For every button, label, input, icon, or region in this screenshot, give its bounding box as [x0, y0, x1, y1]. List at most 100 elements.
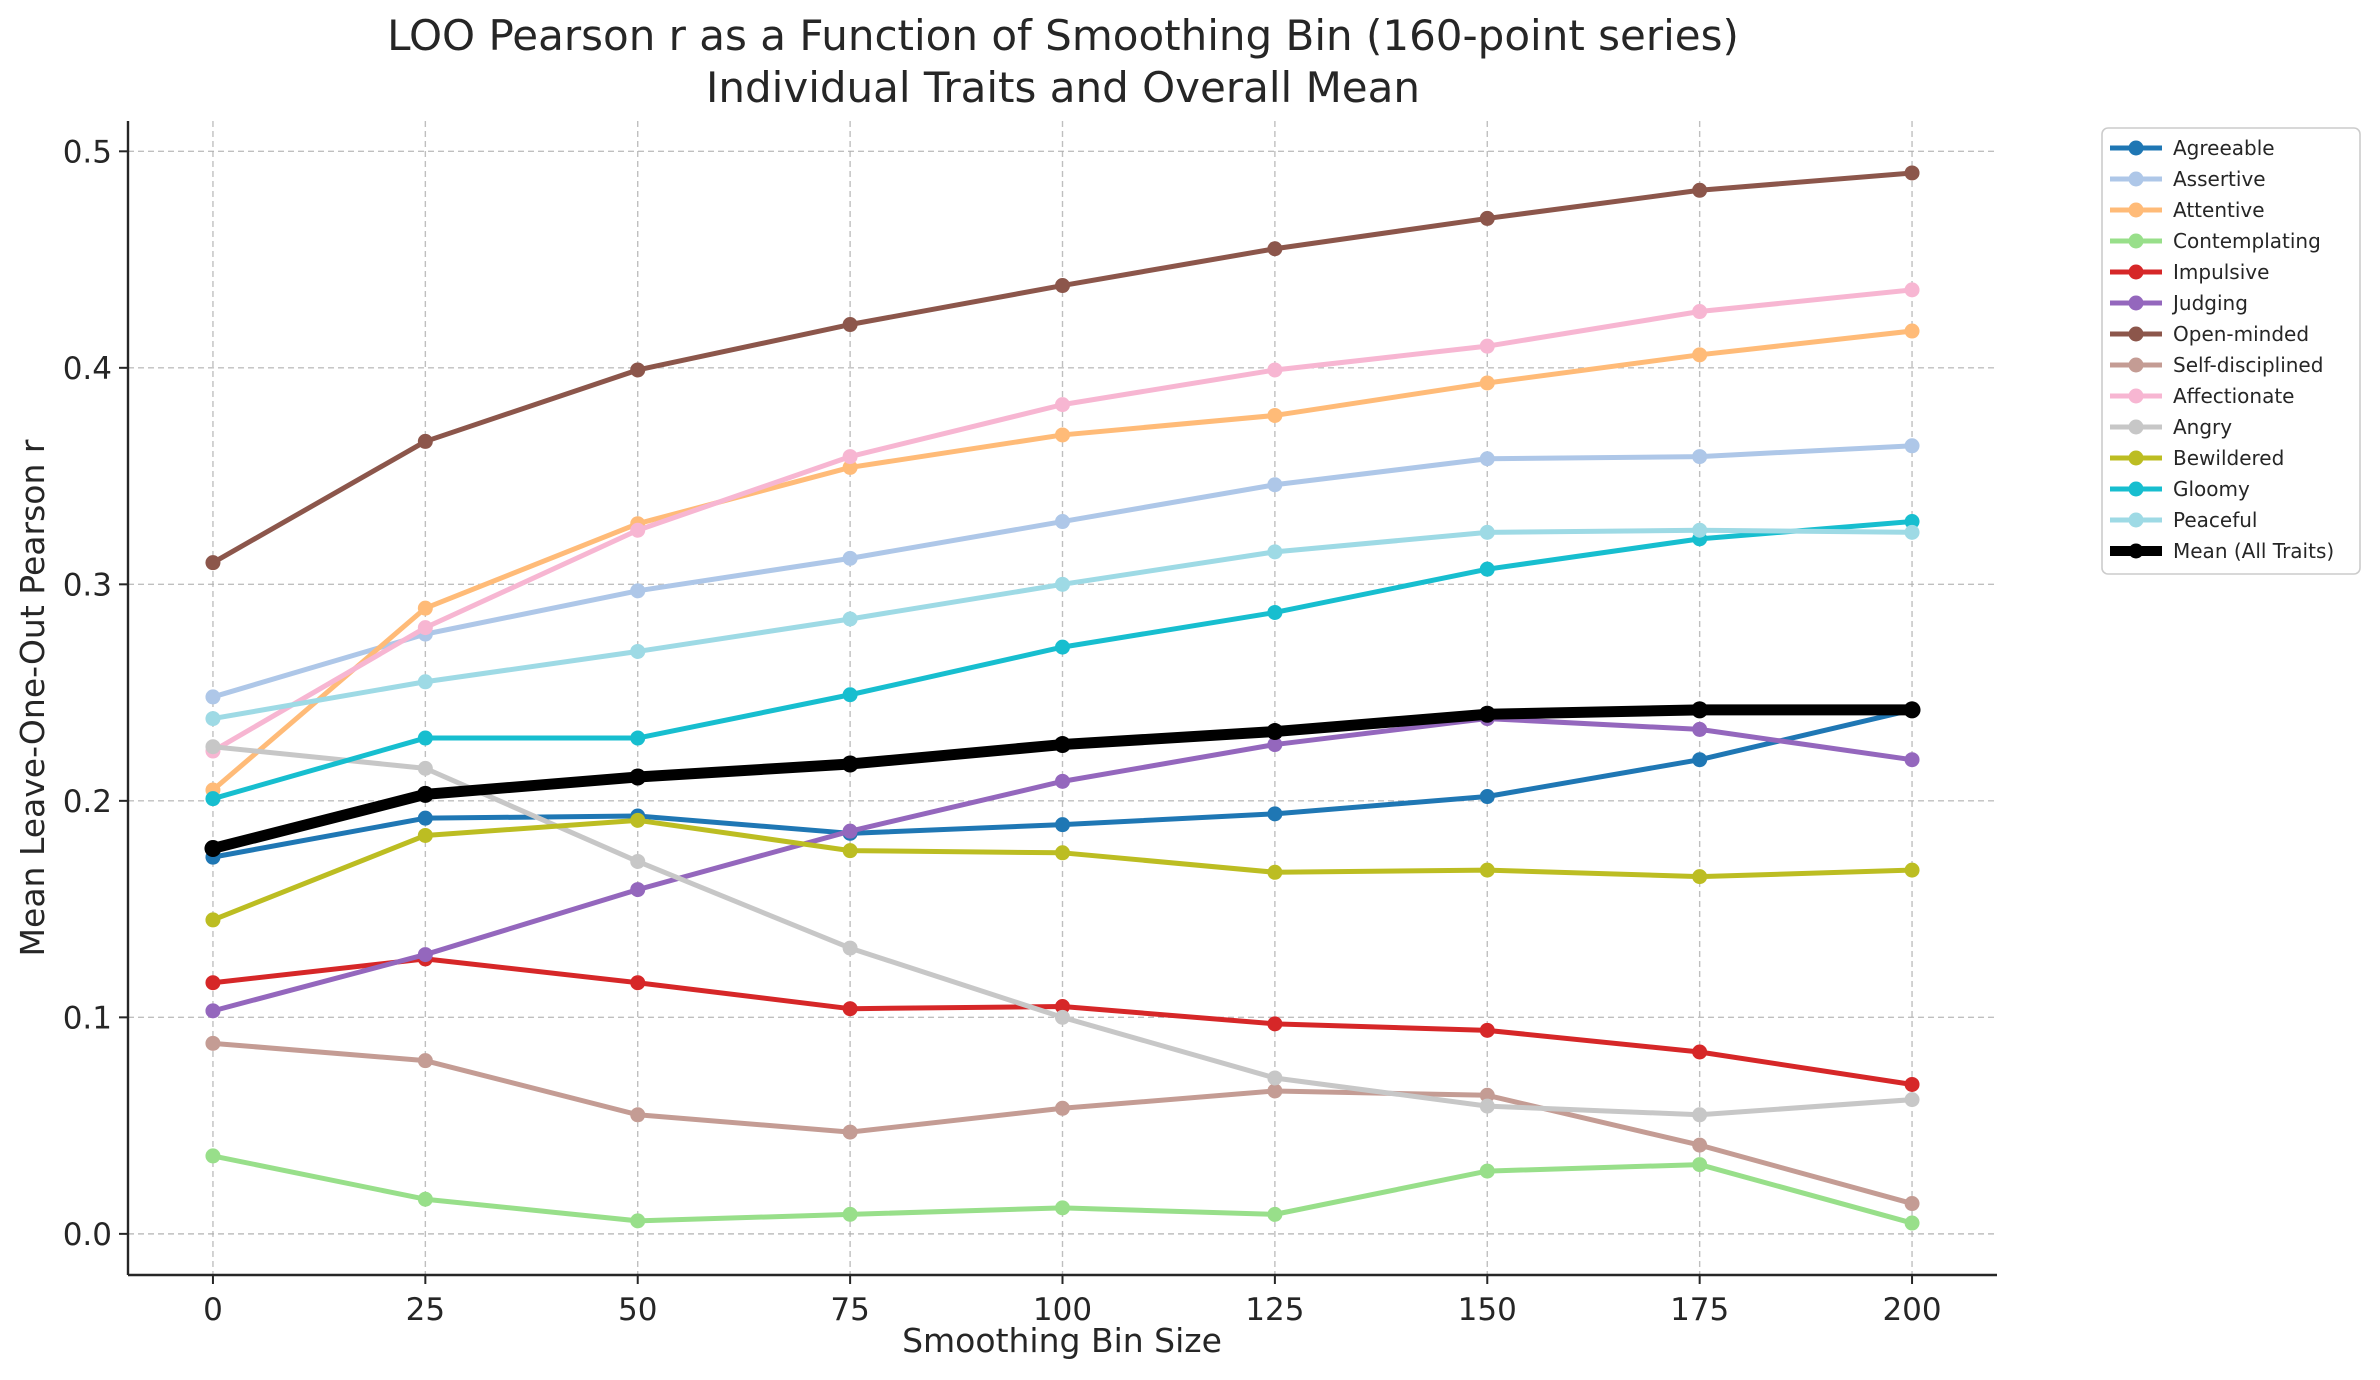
x-tick-label: 75: [830, 1292, 869, 1328]
data-point: [1692, 721, 1708, 737]
data-point: [630, 730, 646, 746]
legend-item: Open-minded: [2110, 322, 2309, 346]
data-point: [842, 843, 858, 859]
data-point: [1904, 524, 1920, 540]
x-tick-label: 200: [1882, 1292, 1941, 1328]
data-point: [1478, 705, 1496, 723]
data-point: [417, 1191, 433, 1207]
data-point: [1055, 397, 1070, 413]
data-point: [630, 1213, 646, 1229]
y-ticks: 0.0 0.1 0.2 0.3 0.4 0.5: [63, 134, 128, 1253]
data-point: [1904, 1092, 1920, 1108]
data-point: [842, 550, 858, 566]
data-point: [205, 975, 221, 991]
data-point: [1055, 999, 1070, 1015]
series-self-disciplined: [205, 1035, 1920, 1212]
legend-item: Attentive: [2110, 198, 2265, 222]
x-tick-label: 25: [406, 1292, 445, 1328]
data-point: [1479, 1087, 1495, 1103]
data-point: [1904, 862, 1920, 878]
data-point: [1904, 1215, 1920, 1231]
data-point: [1479, 524, 1495, 540]
series-judging: [205, 711, 1920, 1019]
data-point: [1055, 576, 1070, 592]
legend-item: Contemplating: [2110, 229, 2321, 253]
legend-marker: [2128, 171, 2144, 187]
data-point: [417, 600, 433, 616]
legend-marker: [2128, 512, 2144, 528]
data-point: [630, 812, 646, 828]
data-point: [1692, 752, 1708, 768]
data-point: [205, 912, 221, 928]
data-point: [417, 433, 433, 449]
data-point: [1055, 639, 1070, 655]
data-point: [205, 711, 221, 727]
data-point: [1692, 182, 1708, 198]
data-point: [1479, 1022, 1495, 1038]
data-point: [1692, 1137, 1708, 1153]
legend-item: Assertive: [2110, 167, 2266, 191]
data-point: [1692, 1107, 1708, 1123]
legend-item: Judging: [2110, 291, 2248, 315]
x-tick-label: 50: [618, 1292, 657, 1328]
data-point: [205, 555, 221, 571]
legend-frame: [2101, 127, 2361, 575]
y-tick-label: 0.1: [63, 1000, 112, 1036]
chart-subtitle: Individual Traits and Overall Mean: [706, 63, 1420, 112]
data-point: [630, 583, 646, 599]
legend-marker: [2128, 140, 2144, 156]
y-tick-label: 0.0: [63, 1217, 112, 1253]
data-point: [1055, 1100, 1070, 1116]
data-point: [842, 940, 858, 956]
series-contemplating: [205, 1148, 1920, 1231]
data-point: [1692, 347, 1708, 363]
legend-label: Assertive: [2173, 167, 2266, 191]
data-point: [416, 785, 434, 803]
data-point: [1692, 522, 1708, 538]
legend-marker: [2128, 264, 2144, 280]
data-point: [1904, 438, 1920, 454]
data-point: [1479, 1163, 1495, 1179]
series-angry: [205, 739, 1920, 1123]
legend-item: Self-disciplined: [2110, 353, 2323, 377]
data-point: [1904, 1196, 1920, 1212]
data-point: [1267, 1016, 1283, 1032]
legend-label: Angry: [2173, 415, 2232, 439]
data-point: [205, 1003, 221, 1019]
data-point: [842, 687, 858, 703]
data-point: [841, 755, 859, 773]
data-point: [1267, 241, 1283, 257]
data-point: [417, 810, 433, 826]
chart-title: LOO Pearson r as a Function of Smoothing…: [387, 11, 1739, 60]
legend-item: Gloomy: [2110, 477, 2250, 501]
y-tick-label: 0.2: [63, 784, 112, 820]
legend-item: Affectionate: [2110, 384, 2294, 408]
x-tick-label: 125: [1245, 1292, 1304, 1328]
data-point: [1267, 362, 1283, 378]
series-layer: [204, 165, 1921, 1231]
data-point: [1267, 544, 1283, 560]
data-point: [1267, 1206, 1283, 1222]
legend-item: Peaceful: [2110, 508, 2257, 532]
legend-marker: [2128, 295, 2144, 311]
data-point: [630, 975, 646, 991]
data-point: [205, 1148, 221, 1164]
data-point: [1055, 278, 1070, 294]
data-point: [1267, 737, 1283, 753]
data-point: [630, 1107, 646, 1123]
y-axis-label: Mean Leave-One-Out Pearson r: [13, 439, 52, 956]
legend-marker: [2128, 233, 2144, 249]
series-bewildered: [205, 812, 1920, 928]
legend-label: Agreeable: [2173, 136, 2275, 160]
data-point: [1692, 304, 1708, 320]
data-point: [417, 674, 433, 690]
data-point: [1267, 604, 1283, 620]
data-point: [1479, 451, 1495, 467]
legend-item: Angry: [2110, 415, 2232, 439]
data-point: [1267, 864, 1283, 880]
series-open-minded: [205, 165, 1920, 571]
data-point: [1479, 789, 1495, 805]
data-point: [1055, 773, 1070, 789]
legend-item: Impulsive: [2110, 260, 2269, 284]
